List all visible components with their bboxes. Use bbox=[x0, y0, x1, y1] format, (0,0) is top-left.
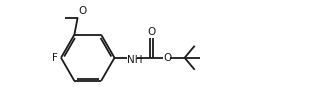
Text: NH: NH bbox=[127, 55, 143, 65]
Text: O: O bbox=[78, 6, 86, 16]
Text: O: O bbox=[163, 53, 171, 63]
Text: O: O bbox=[147, 27, 156, 37]
Text: F: F bbox=[52, 53, 58, 63]
